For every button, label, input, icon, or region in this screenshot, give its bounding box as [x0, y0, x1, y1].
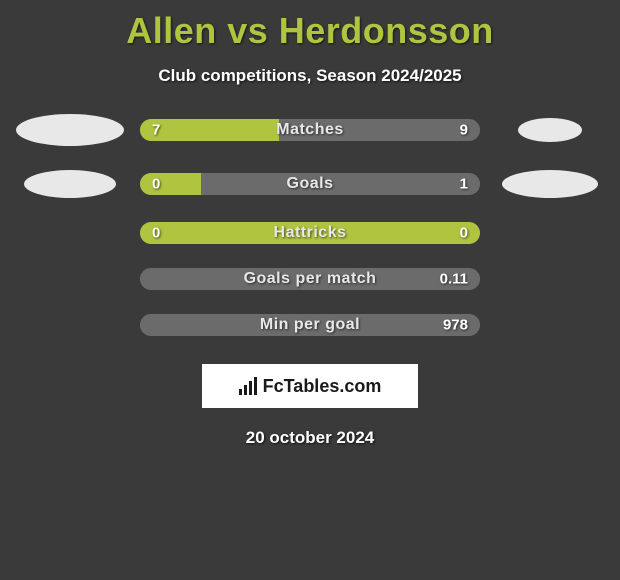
stat-row: 0.11 Goals per match: [0, 268, 620, 290]
stat-value-left: 7: [152, 122, 160, 139]
stat-value-right: 0: [460, 225, 468, 242]
stat-bar-right-fill: [201, 173, 480, 195]
date-text: 20 october 2024: [0, 428, 620, 448]
stat-row: 978 Min per goal: [0, 314, 620, 336]
stat-bar: 978 Min per goal: [140, 314, 480, 336]
stat-row: 0 0 Hattricks: [0, 222, 620, 244]
stat-row: 0 1 Goals: [0, 170, 620, 198]
stat-value-left: 0: [152, 176, 160, 193]
stat-value-left: 0: [152, 225, 160, 242]
brand-text: FcTables.com: [263, 376, 382, 397]
stat-bar: 0.11 Goals per match: [140, 268, 480, 290]
stat-value-right: 1: [460, 176, 468, 193]
player-left-marker: [16, 114, 124, 146]
brand-box: FcTables.com: [202, 364, 418, 408]
stat-label: Goals per match: [244, 270, 377, 288]
stat-label: Min per goal: [260, 316, 360, 334]
chart-icon: [239, 377, 257, 395]
stat-label: Hattricks: [274, 224, 347, 242]
stat-bar-left-fill: [140, 173, 201, 195]
page-title: Allen vs Herdonsson: [0, 0, 620, 52]
stat-bar: 7 9 Matches: [140, 119, 480, 141]
subtitle: Club competitions, Season 2024/2025: [0, 66, 620, 86]
comparison-table: 7 9 Matches 0 1 Goals 0 0 Hattricks 0.11 Goals per…: [0, 114, 620, 336]
player-right-marker: [502, 170, 598, 198]
stat-label: Goals: [287, 175, 334, 193]
stat-value-right: 0.11: [440, 271, 468, 288]
stat-bar: 0 1 Goals: [140, 173, 480, 195]
player-right-marker: [518, 118, 582, 142]
stat-value-right: 978: [443, 317, 468, 334]
stat-bar: 0 0 Hattricks: [140, 222, 480, 244]
stat-value-right: 9: [460, 122, 468, 139]
player-left-marker: [24, 170, 116, 198]
stat-label: Matches: [276, 121, 344, 139]
stat-bar-left-fill: [140, 119, 279, 141]
stat-row: 7 9 Matches: [0, 114, 620, 146]
